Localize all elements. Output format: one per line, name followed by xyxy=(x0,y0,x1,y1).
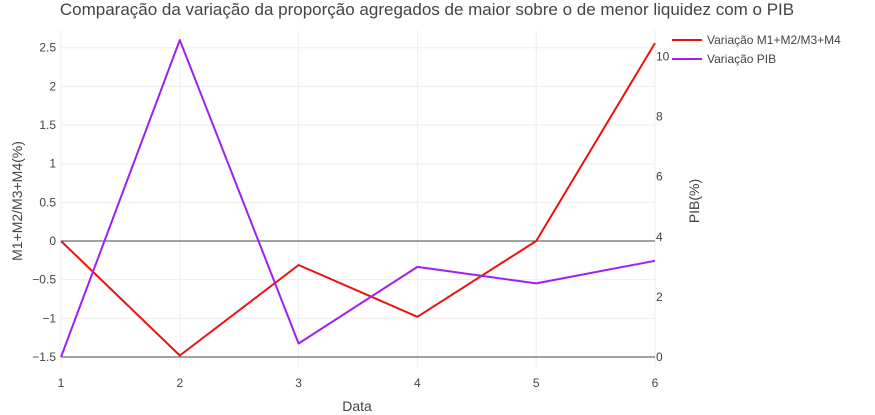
chart-title: Comparação da variação da proporção agre… xyxy=(60,0,794,19)
y2-tick-label: 6 xyxy=(656,170,663,184)
y2-tick-label: 8 xyxy=(656,110,663,124)
y2-tick-label: 0 xyxy=(656,350,663,364)
series-layer xyxy=(60,39,656,358)
y-tick-label: 1 xyxy=(49,157,56,171)
y-tick-label: 0.5 xyxy=(39,195,56,209)
y-tick-label: 2.5 xyxy=(39,41,56,55)
legend-item-0[interactable]: Variação M1+M2/M3+M4 xyxy=(672,33,841,47)
y2-tick-label: 4 xyxy=(656,230,663,244)
series-line-0[interactable] xyxy=(60,42,656,357)
x-axis-title: Data xyxy=(342,398,372,414)
y2-axis-title: PIB(%) xyxy=(686,179,702,223)
legend[interactable]: Variação M1+M2/M3+M4 Variação PIB xyxy=(672,33,841,66)
x-tick-label: 5 xyxy=(533,376,540,390)
y-tick-label: 2 xyxy=(49,79,56,93)
x-tick-label: 4 xyxy=(414,376,421,390)
y-tick-label: −1.5 xyxy=(32,350,56,364)
y-axis-title: M1+M2/M3+M4(%) xyxy=(9,141,25,261)
y-tick-label: −0.5 xyxy=(32,273,56,287)
y2-tick-label: 2 xyxy=(656,290,663,304)
y-tick-label: −1 xyxy=(42,311,56,325)
grid-layer xyxy=(60,30,656,367)
y2-tick-label: 10 xyxy=(656,50,670,64)
legend-item-1[interactable]: Variação PIB xyxy=(672,52,776,66)
legend-label: Variação PIB xyxy=(707,52,776,66)
legend-label: Variação M1+M2/M3+M4 xyxy=(707,33,841,47)
x-tick-label: 1 xyxy=(58,376,65,390)
y-tick-label: 0 xyxy=(49,234,56,248)
series-line-1[interactable] xyxy=(60,39,656,358)
x-tick-label: 3 xyxy=(295,376,302,390)
axis-layer: 1 2 3 4 5 6 2.5 2 1.5 1 0.5 0 −0.5 −1 −1.5 10 8 6 4 2 0 xyxy=(32,41,669,390)
x-tick-label: 2 xyxy=(176,376,183,390)
x-tick-label: 6 xyxy=(652,376,659,390)
y-tick-label: 1.5 xyxy=(39,118,56,132)
